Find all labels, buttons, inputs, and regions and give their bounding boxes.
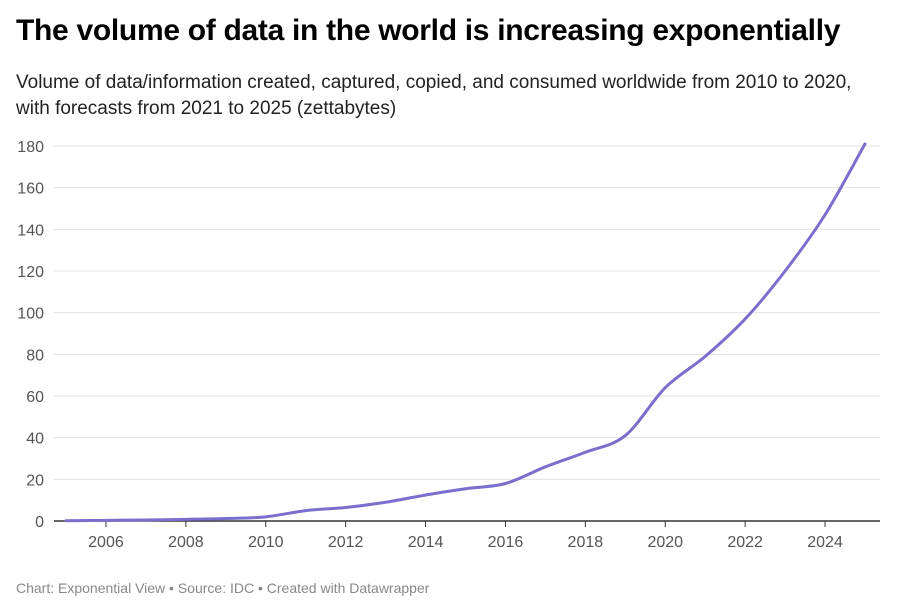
x-axis-labels: 2006 2008 2010 2012 2014 2016 2018 2020 2022 2024	[88, 534, 843, 551]
x-tick-label-2006: 2006	[88, 534, 124, 551]
y-axis-labels: 0 20 40 60 80 100 120 140 160 180	[17, 139, 44, 531]
y-tick-label-40: 40	[26, 431, 44, 448]
y-tick-label-140: 140	[17, 222, 44, 239]
chart-title: The volume of data in the world is incre…	[16, 14, 841, 47]
y-tick-label-120: 120	[17, 264, 44, 281]
x-tick-label-2024: 2024	[807, 534, 843, 551]
y-tick-label-0: 0	[35, 514, 44, 531]
x-axis-ticks	[105, 521, 826, 527]
y-tick-label-20: 20	[26, 472, 44, 489]
y-tick-label-60: 60	[26, 389, 44, 406]
x-tick-label-2008: 2008	[168, 534, 204, 551]
gridlines	[54, 145, 880, 480]
y-tick-label-160: 160	[17, 181, 44, 198]
chart-footer-credit: Chart: Exponential View • Source: IDC • …	[16, 580, 430, 596]
y-tick-label-100: 100	[17, 306, 44, 323]
x-tick-label-2012: 2012	[328, 534, 364, 551]
x-tick-label-2020: 2020	[647, 534, 683, 551]
x-tick-label-2014: 2014	[408, 534, 444, 551]
chart-subtitle: Volume of data/information created, capt…	[16, 72, 852, 119]
x-tick-label-2016: 2016	[488, 534, 524, 551]
y-tick-label-180: 180	[17, 139, 44, 156]
y-tick-label-80: 80	[26, 347, 44, 364]
x-tick-label-2010: 2010	[248, 534, 284, 551]
x-tick-label-2018: 2018	[568, 534, 604, 551]
series-line-volume-of-data	[64, 142, 867, 523]
x-tick-label-2022: 2022	[727, 534, 763, 551]
